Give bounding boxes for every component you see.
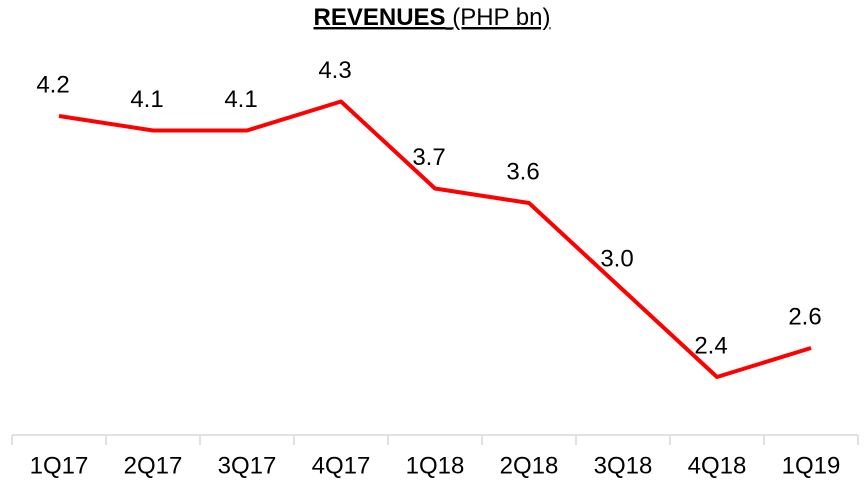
data-label: 2.6 bbox=[788, 303, 821, 330]
data-label: 4.1 bbox=[224, 86, 257, 113]
x-tick-label: 4Q17 bbox=[312, 452, 371, 479]
line bbox=[58, 99, 812, 379]
title-unit: (PHP bn) bbox=[452, 4, 550, 31]
x-tick-label: 1Q19 bbox=[782, 452, 841, 479]
data-label: 4.3 bbox=[318, 57, 351, 84]
x-tick-label: 4Q18 bbox=[688, 452, 747, 479]
data-label: 3.7 bbox=[412, 144, 445, 171]
data-label: 2.4 bbox=[694, 332, 727, 359]
data-label: 4.1 bbox=[130, 86, 163, 113]
title-main: REVENUES bbox=[314, 4, 446, 31]
x-tick-label: 1Q17 bbox=[30, 452, 89, 479]
x-tick-label: 2Q18 bbox=[500, 452, 559, 479]
x-tick-label: 3Q18 bbox=[594, 452, 653, 479]
chart-title: REVENUES (PHP bn) bbox=[314, 4, 551, 31]
data-label: 3.0 bbox=[600, 245, 633, 272]
x-tick-label: 2Q17 bbox=[124, 452, 183, 479]
x-tick-label: 3Q17 bbox=[218, 452, 277, 479]
data-label: 3.6 bbox=[506, 158, 539, 185]
x-tick-label: 1Q18 bbox=[406, 452, 465, 479]
data-label: 4.2 bbox=[36, 71, 69, 98]
